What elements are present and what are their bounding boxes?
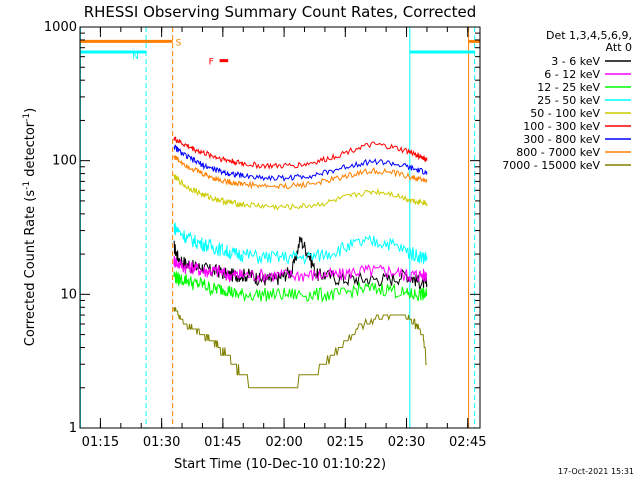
- y-tick-label-3: 1000: [44, 20, 77, 35]
- legend-label-7: 800 - 7000 keV: [516, 146, 600, 159]
- series-line-6: [173, 144, 428, 182]
- x-tick-label-6: 02:45: [449, 435, 486, 450]
- legend-label-4: 50 - 100 keV: [530, 107, 600, 120]
- series-line-2: [173, 271, 428, 304]
- legend-header-line1: Det 1,3,4,5,6,9,: [546, 29, 632, 42]
- x-tick-label-0: 01:15: [82, 435, 119, 450]
- x-tick-label-5: 02:30: [388, 435, 425, 450]
- plot-frame: [79, 26, 481, 429]
- marker-lines: [79, 27, 476, 428]
- flag-label-1: S: [176, 38, 182, 48]
- chart-title: RHESSI Observing Summary Count Rates, Co…: [84, 3, 477, 21]
- legend-label-8: 7000 - 15000 keV: [502, 159, 600, 172]
- series-line-4: [173, 174, 428, 211]
- x-axis-label: Start Time (10-Dec-10 01:10:22): [174, 457, 386, 472]
- legend-label-2: 12 - 25 keV: [537, 81, 600, 94]
- series-line-8: [173, 307, 427, 389]
- x-tick-label-1: 01:30: [143, 435, 180, 450]
- legend-label-1: 6 - 12 keV: [544, 68, 600, 81]
- legend-label-6: 300 - 800 keV: [523, 133, 600, 146]
- y-axis: 1 10 100 1000: [44, 20, 480, 436]
- footer-date: 17-Oct-2021 15:31: [558, 467, 634, 476]
- y-axis-label: Corrected Count Rate (s-1 detector-1): [22, 108, 38, 346]
- series-line-1: [173, 255, 428, 283]
- legend-label-3: 25 - 50 keV: [537, 94, 600, 107]
- plot-series: [173, 136, 428, 389]
- flag-label-4: F: [209, 58, 214, 68]
- x-axis: 01:15 01:30 01:45 02:00 02:15 02:30 02:45: [79, 27, 486, 450]
- series-line-7: [173, 155, 428, 190]
- series-line-3: [173, 222, 428, 266]
- legend-header-line2: Att 0: [606, 41, 632, 54]
- y-tick-label-1: 10: [60, 287, 77, 302]
- legend-label-0: 3 - 6 keV: [551, 55, 600, 68]
- legend-label-5: 100 - 300 keV: [523, 120, 600, 133]
- x-tick-label-4: 02:15: [327, 435, 364, 450]
- state-flags: N S F: [80, 38, 480, 68]
- series-line-0: [173, 236, 428, 290]
- y-tick-label-0: 1: [69, 421, 77, 436]
- x-tick-label-3: 02:00: [265, 435, 302, 450]
- x-tick-label-2: 01:45: [204, 435, 241, 450]
- series-line-5: [173, 136, 428, 170]
- y-tick-label-2: 100: [52, 154, 77, 169]
- flag-label-0: N: [132, 52, 139, 62]
